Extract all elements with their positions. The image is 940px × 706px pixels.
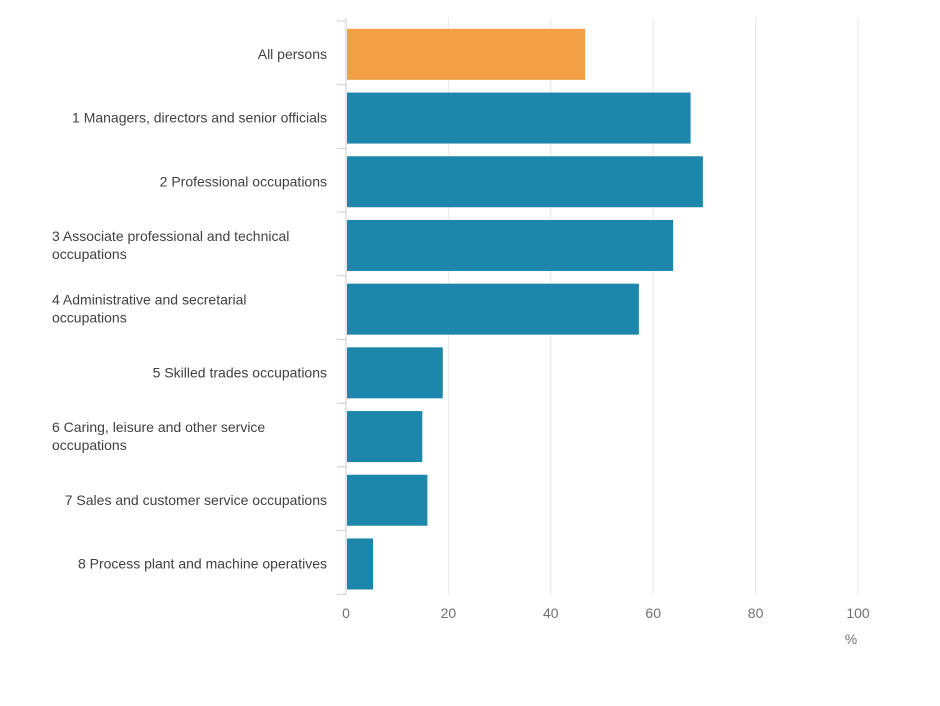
category-label-3: 3 Associate professional and technical oc… xyxy=(52,228,289,262)
bars xyxy=(347,28,703,590)
x-axis-ticks: 0 20 40 60 80 100 xyxy=(342,605,870,621)
category-label-2: 2 Professional occupations xyxy=(160,173,327,189)
bar-6 xyxy=(347,411,423,463)
bar-4 xyxy=(347,283,639,335)
category-label-8: 8 Process plant and machine operatives xyxy=(78,555,327,571)
x-tick-label-0: 0 xyxy=(342,605,350,621)
x-tick-label-60: 60 xyxy=(645,605,661,621)
category-label-1: 1 Managers, directors and senior officia… xyxy=(72,110,327,126)
category-label-4: 4 Administrative and secretarial occupati… xyxy=(52,292,247,326)
category-axis xyxy=(337,18,347,596)
x-tick-label-40: 40 xyxy=(543,605,559,621)
bar-5 xyxy=(347,347,443,399)
x-tick-label-80: 80 xyxy=(748,605,764,621)
x-axis-unit-label: % xyxy=(845,631,857,647)
category-labels: All persons 1 Managers, directors and sen… xyxy=(52,46,327,572)
category-label-5: 5 Skilled trades occupations xyxy=(153,364,327,380)
x-tick-label-100: 100 xyxy=(846,605,870,621)
category-label-6: 6 Caring, leisure and other service occup… xyxy=(52,419,265,453)
bar-8 xyxy=(347,538,374,590)
x-tick-label-20: 20 xyxy=(441,605,457,621)
bar-1 xyxy=(347,92,691,144)
bar-3 xyxy=(347,219,674,271)
bar-0 xyxy=(347,28,586,80)
bar-2 xyxy=(347,156,703,208)
category-label-7: 7 Sales and customer service occupations xyxy=(65,492,327,508)
category-label-0: All persons xyxy=(258,46,327,62)
bar-7 xyxy=(347,474,428,526)
